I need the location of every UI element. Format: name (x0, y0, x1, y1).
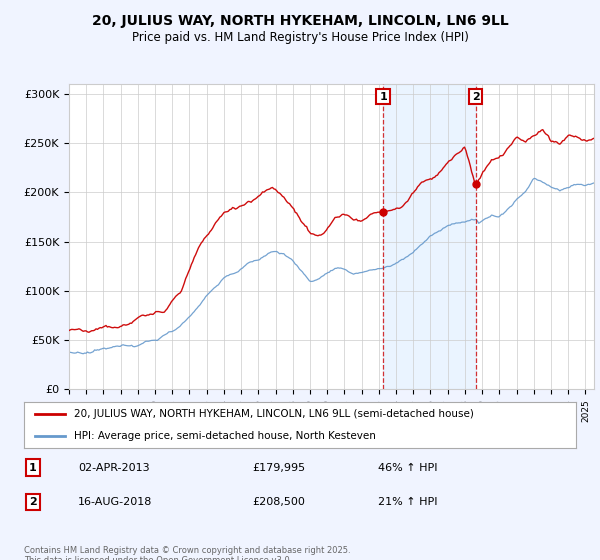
Text: Contains HM Land Registry data © Crown copyright and database right 2025.
This d: Contains HM Land Registry data © Crown c… (24, 546, 350, 560)
Text: 1: 1 (29, 463, 37, 473)
Text: 21% ↑ HPI: 21% ↑ HPI (378, 497, 437, 507)
Bar (383, 84, 476, 389)
Text: Price paid vs. HM Land Registry's House Price Index (HPI): Price paid vs. HM Land Registry's House … (131, 31, 469, 44)
Text: 02-APR-2013: 02-APR-2013 (78, 463, 149, 473)
Text: 2: 2 (472, 92, 479, 101)
Text: £208,500: £208,500 (252, 497, 305, 507)
Text: 1: 1 (379, 92, 387, 101)
Text: 2: 2 (29, 497, 37, 507)
Text: 20, JULIUS WAY, NORTH HYKEHAM, LINCOLN, LN6 9LL: 20, JULIUS WAY, NORTH HYKEHAM, LINCOLN, … (92, 14, 508, 28)
Text: 20, JULIUS WAY, NORTH HYKEHAM, LINCOLN, LN6 9LL (semi-detached house): 20, JULIUS WAY, NORTH HYKEHAM, LINCOLN, … (74, 409, 473, 419)
Text: £179,995: £179,995 (252, 463, 305, 473)
Text: HPI: Average price, semi-detached house, North Kesteven: HPI: Average price, semi-detached house,… (74, 431, 376, 441)
Text: 46% ↑ HPI: 46% ↑ HPI (378, 463, 437, 473)
Text: 16-AUG-2018: 16-AUG-2018 (78, 497, 152, 507)
